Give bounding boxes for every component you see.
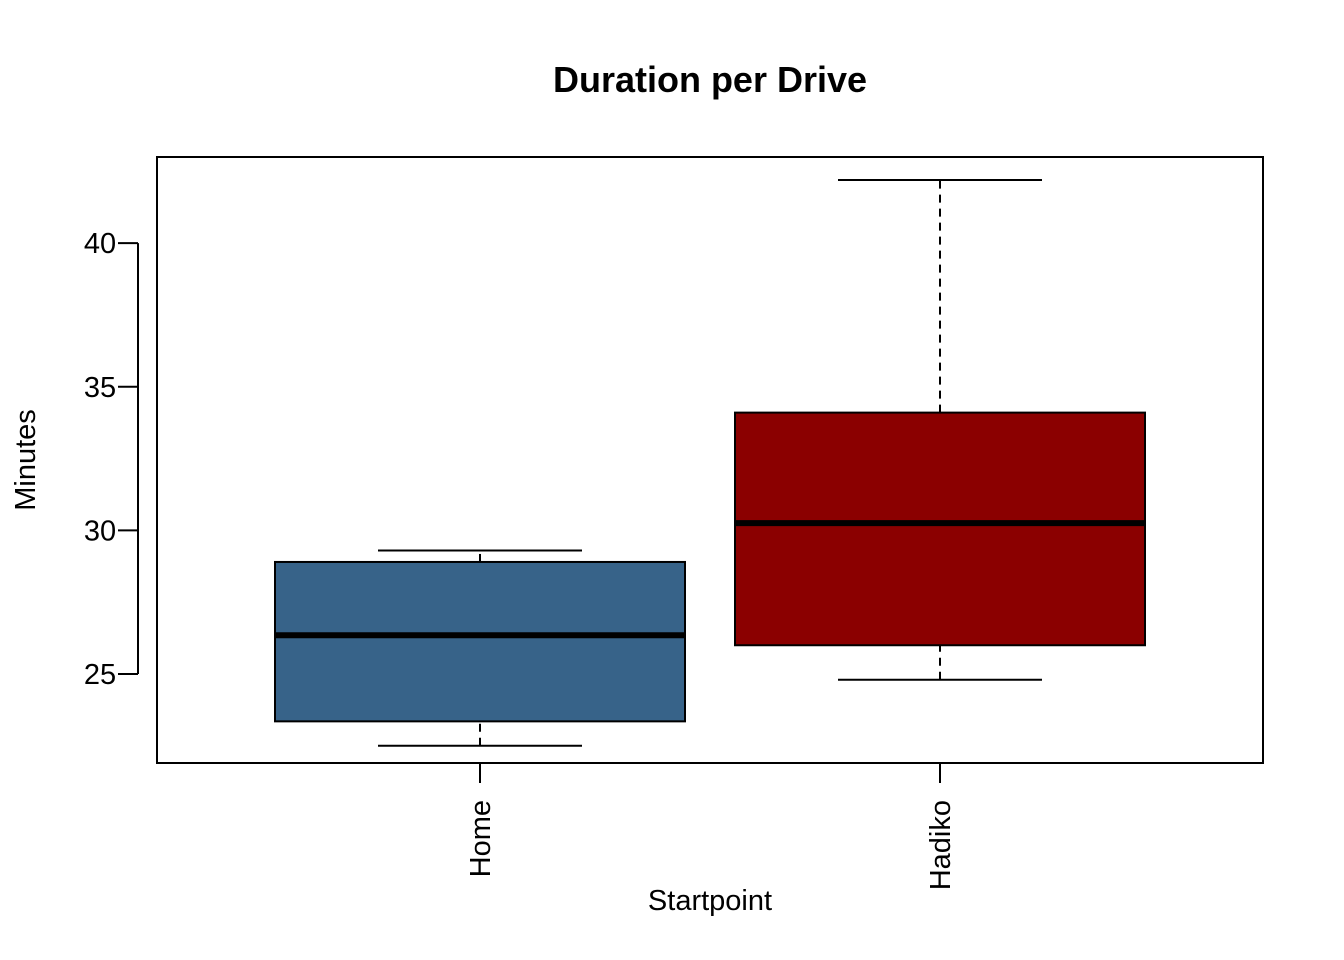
- x-axis: Home Hadiko: [465, 763, 957, 890]
- y-tick-label: 40: [84, 228, 116, 260]
- y-tick-label: 35: [84, 372, 116, 404]
- x-tick-label: Hadiko: [925, 800, 957, 890]
- y-tick-label: 25: [84, 659, 116, 691]
- y-tick-label: 30: [84, 515, 116, 547]
- x-axis-label: Startpoint: [648, 885, 772, 917]
- x-tick-label: Home: [465, 800, 497, 877]
- plot-frame: [156, 156, 1264, 764]
- iqr-box: [274, 560, 686, 723]
- boxes-group: [274, 178, 1146, 747]
- box-hadiko: [734, 178, 1146, 681]
- y-axis-label: Minutes: [10, 409, 42, 511]
- box-home: [274, 549, 686, 747]
- iqr-box: [734, 411, 1146, 647]
- y-axis: 25 30 35 40: [84, 228, 139, 691]
- chart-title: Duration per Drive: [553, 59, 867, 100]
